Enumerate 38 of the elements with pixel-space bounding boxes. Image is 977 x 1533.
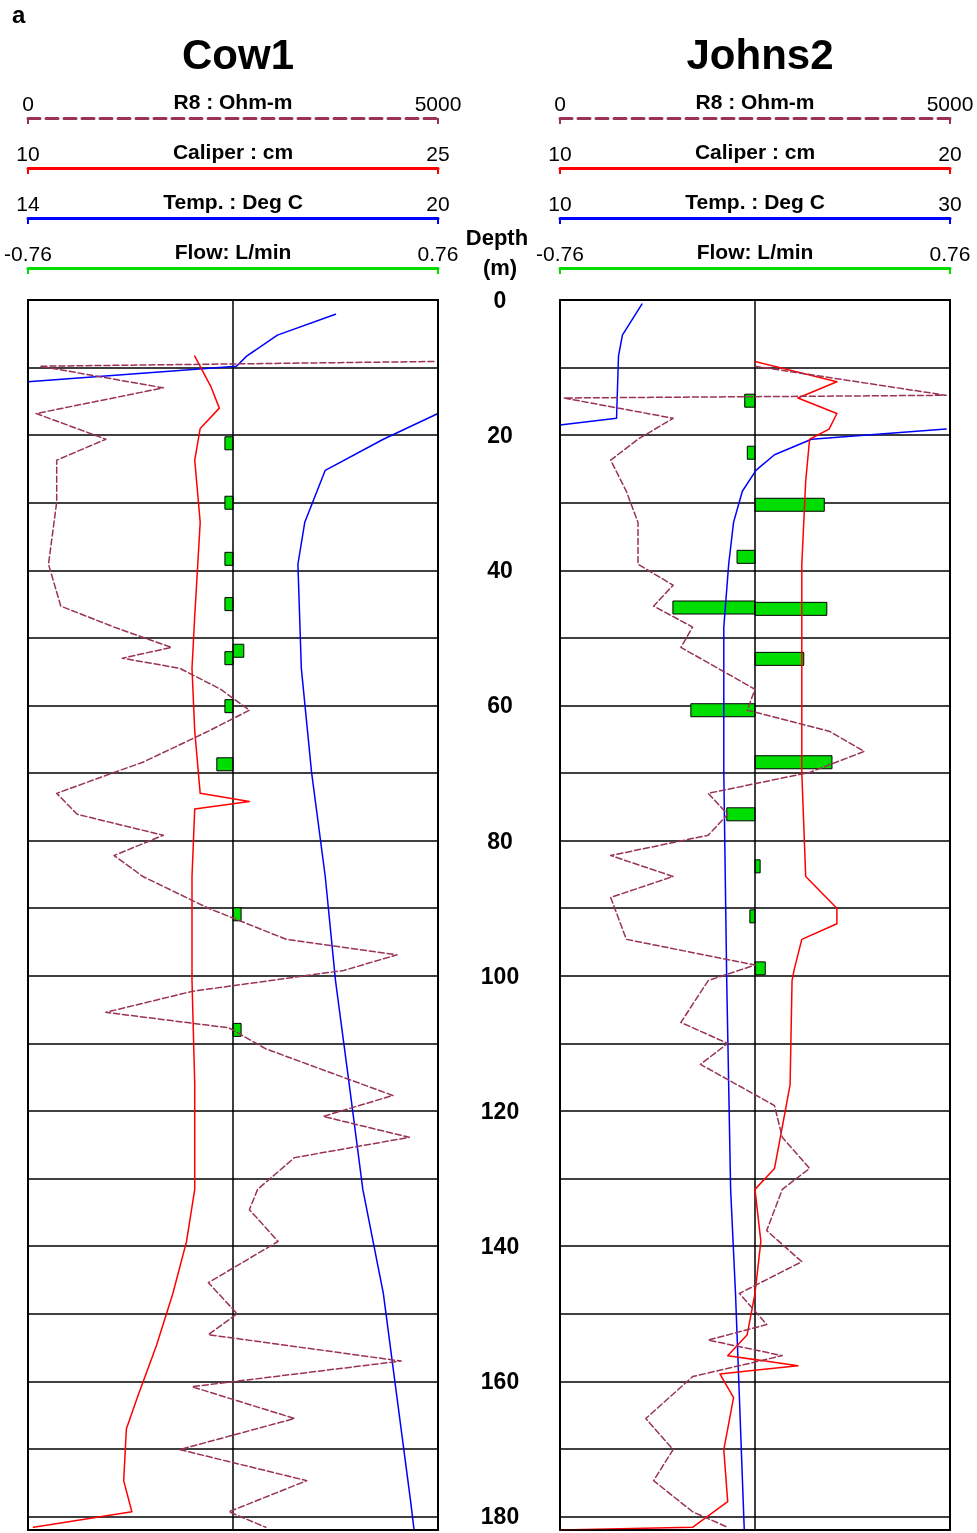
y-tick-label: 60 xyxy=(487,692,513,719)
y-tick-label: 140 xyxy=(480,1233,520,1260)
x-tick-label: -0.76 xyxy=(536,242,584,265)
x-tick-label: 30 xyxy=(938,192,962,215)
x-tick-label: 25 xyxy=(426,142,450,165)
x-tick-label: 20 xyxy=(426,192,450,215)
chart-title: Johns2 xyxy=(686,30,834,78)
x-axis-title: Temp. : Deg C xyxy=(163,190,303,213)
x-tick-label: 5000 xyxy=(414,92,462,115)
y-tick-label: 180 xyxy=(480,1503,520,1530)
x-tick-label: 0 xyxy=(22,92,34,115)
x-axis-title: Flow: L/min xyxy=(174,240,292,263)
chart-title: Cow1 xyxy=(181,30,295,78)
x-tick-label: 10 xyxy=(548,192,572,215)
y-tick-label: 120 xyxy=(480,1097,520,1124)
x-tick-label: -0.76 xyxy=(4,242,52,265)
x-axis-title: R8 : Ohm-m xyxy=(695,90,815,113)
y-tick-label: 80 xyxy=(487,827,513,854)
x-tick-label: 14 xyxy=(16,192,40,215)
y-tick-label: 0 xyxy=(493,287,507,313)
x-axis-title: R8 : Ohm-m xyxy=(173,90,293,113)
text: a xyxy=(12,0,26,28)
x-tick-label: 5000 xyxy=(926,92,974,115)
x-axis-title: Caliper : cm xyxy=(694,140,816,163)
x-tick-label: 0.76 xyxy=(929,242,971,265)
y-tick-label: 40 xyxy=(487,557,513,584)
y-tick-label: 20 xyxy=(487,422,513,449)
x-tick-label: 10 xyxy=(548,142,572,165)
x-tick-label: 10 xyxy=(16,142,40,165)
x-tick-label: 20 xyxy=(938,142,962,165)
x-tick-label: 0 xyxy=(554,92,566,115)
x-axis-title: Flow: L/min xyxy=(696,240,814,263)
y-axis-title: Depth (m) xyxy=(465,224,535,280)
y-tick-label: 160 xyxy=(480,1368,520,1395)
x-axis-title: Caliper : cm xyxy=(172,140,294,163)
x-axis-title: Temp. : Deg C xyxy=(685,190,825,213)
y-tick-label: 100 xyxy=(480,962,520,989)
x-tick-label: 0.76 xyxy=(417,242,459,265)
